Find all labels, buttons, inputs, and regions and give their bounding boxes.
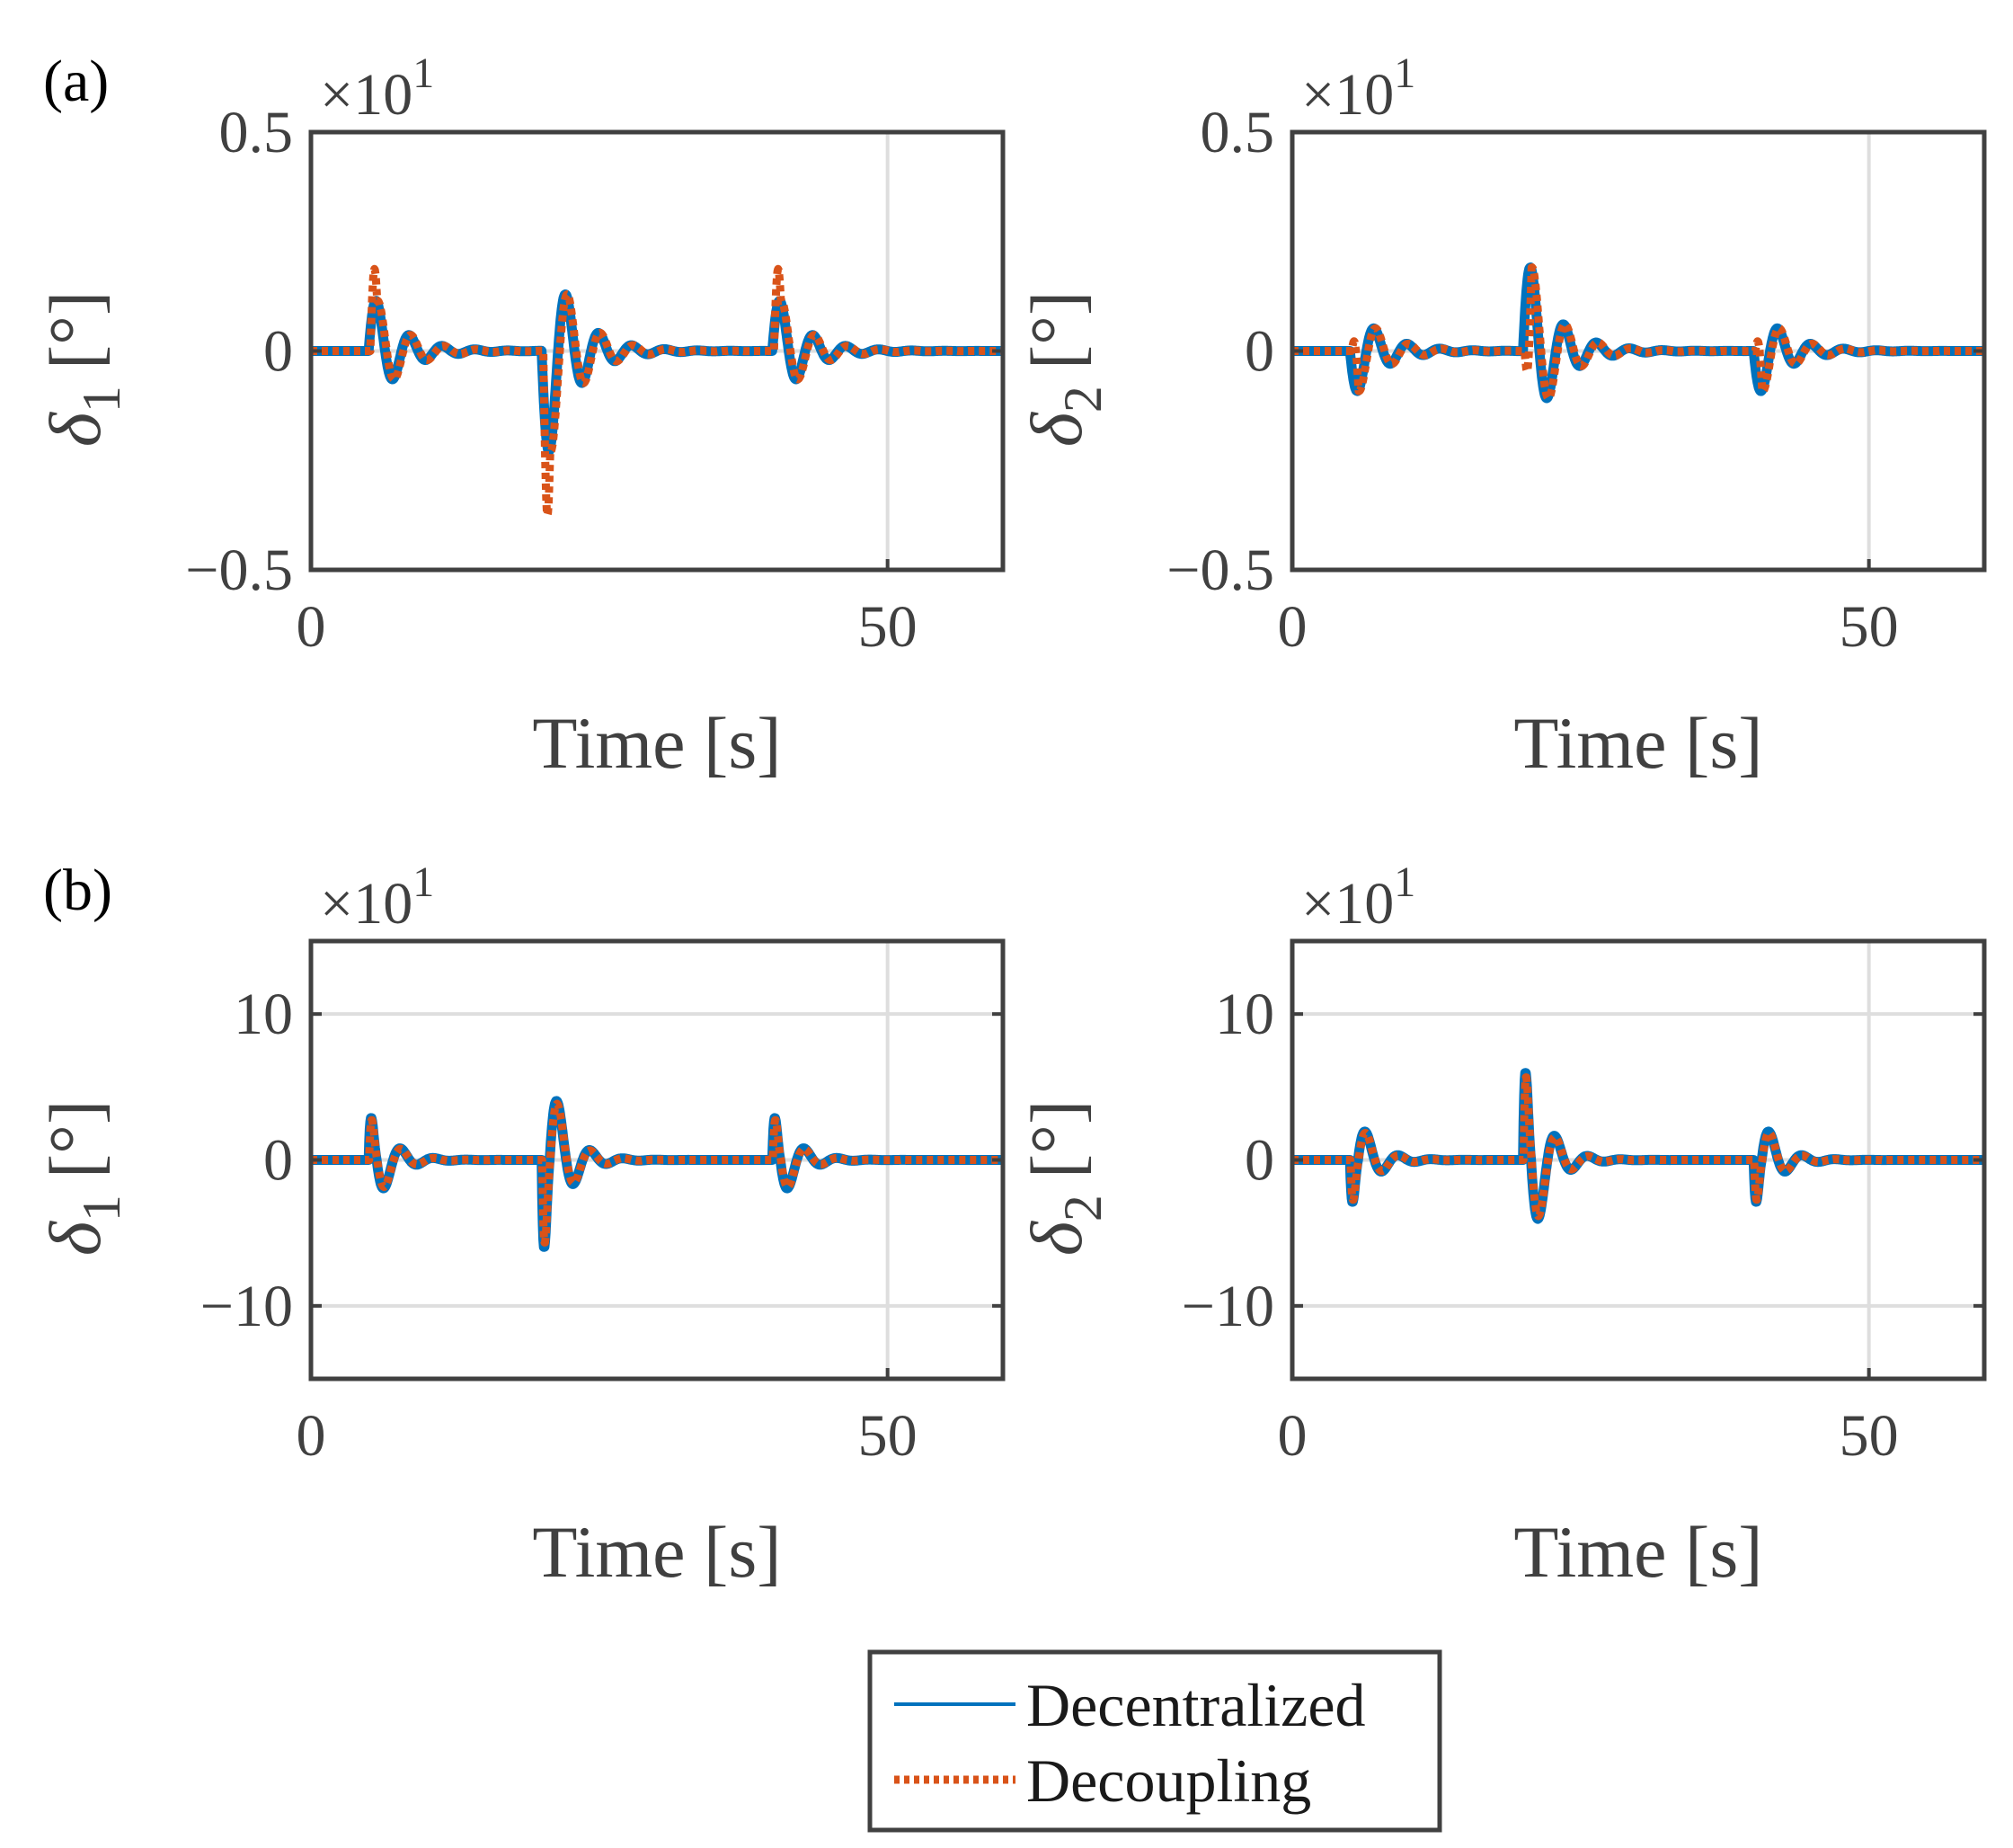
y-axis-subscript: 2 xyxy=(1053,1195,1113,1222)
y-axis-label: δ1 [°] xyxy=(34,1100,131,1257)
legend-label-decentralized: Decentralized xyxy=(1026,1671,1366,1739)
y-axis-label: δ1 [°] xyxy=(34,291,131,448)
series-line-decoupling xyxy=(307,1099,1006,1247)
ytick-label: 0.5 xyxy=(219,100,294,165)
y-axis-unit: [°] xyxy=(1015,1100,1097,1178)
y-exponent-power: 1 xyxy=(412,858,434,906)
y-axis-symbol: δ xyxy=(34,411,116,447)
y-axis-symbol: δ xyxy=(1015,1220,1097,1256)
ytick-label: −0.5 xyxy=(185,538,293,603)
y-axis-unit: [°] xyxy=(34,291,116,369)
panel-label-b: (b) xyxy=(43,857,112,923)
xtick-label: 0 xyxy=(297,1403,326,1469)
ytick-label: 10 xyxy=(1215,982,1274,1047)
series-line-decoupling xyxy=(1289,263,1988,403)
x-axis-label: Time [s] xyxy=(532,702,781,784)
ytick-label: −0.5 xyxy=(1166,538,1274,603)
ytick-label: 10 xyxy=(234,982,293,1047)
x-axis-label: Time [s] xyxy=(1513,1511,1762,1593)
series-line-decoupling xyxy=(307,264,1006,520)
y-axis-label: δ2 [°] xyxy=(1015,291,1113,448)
xtick-label: 50 xyxy=(1840,1403,1899,1469)
series-line-decoupling xyxy=(1289,1073,1988,1221)
series-line-decentralized xyxy=(1288,1068,1989,1224)
y-axis-symbol: δ xyxy=(34,1220,116,1256)
ytick-label: 0 xyxy=(1245,1128,1274,1194)
y-exponent-power: 1 xyxy=(412,49,434,97)
ytick-label: 0 xyxy=(263,1128,293,1194)
ytick-label: 0 xyxy=(263,319,293,385)
y-axis-unit: [°] xyxy=(1015,291,1097,369)
y-exponent-power: 1 xyxy=(1394,49,1415,97)
y-exponent-label: ×101 xyxy=(1301,49,1415,128)
series-line-decentralized xyxy=(1288,262,1989,404)
y-exponent-label: ×101 xyxy=(320,49,434,128)
y-exponent-power: 1 xyxy=(1394,858,1415,906)
x-axis-label: Time [s] xyxy=(1513,702,1762,784)
y-axis-label: δ2 [°] xyxy=(1015,1100,1113,1257)
legend-label-decoupling: Decoupling xyxy=(1026,1746,1311,1815)
series-line-decentralized xyxy=(306,1096,1007,1252)
ytick-label: 0.5 xyxy=(1201,100,1275,165)
y-axis-subscript: 1 xyxy=(72,1195,131,1222)
series-line-decentralized xyxy=(306,289,1007,457)
ytick-label: −10 xyxy=(200,1274,293,1339)
y-axis-unit: [°] xyxy=(34,1100,116,1178)
xtick-label: 50 xyxy=(858,1403,918,1469)
legend-box xyxy=(867,1649,1442,1833)
legend: Decentralized Decoupling xyxy=(867,1649,1442,1833)
panel-label-a: (a) xyxy=(43,49,109,114)
ytick-label: −10 xyxy=(1182,1274,1274,1339)
y-exponent-label: ×101 xyxy=(1301,858,1415,937)
y-axis-subscript: 1 xyxy=(72,386,131,413)
y-axis-subscript: 2 xyxy=(1053,386,1113,413)
ytick-label: 0 xyxy=(1245,319,1274,385)
xtick-label: 0 xyxy=(1278,1403,1308,1469)
xtick-label: 0 xyxy=(297,594,326,660)
y-exponent-label: ×101 xyxy=(320,858,434,937)
xtick-label: 0 xyxy=(1278,594,1308,660)
x-axis-label: Time [s] xyxy=(532,1511,781,1593)
xtick-label: 50 xyxy=(858,594,918,660)
y-axis-symbol: δ xyxy=(1015,411,1097,447)
xtick-label: 50 xyxy=(1840,594,1899,660)
